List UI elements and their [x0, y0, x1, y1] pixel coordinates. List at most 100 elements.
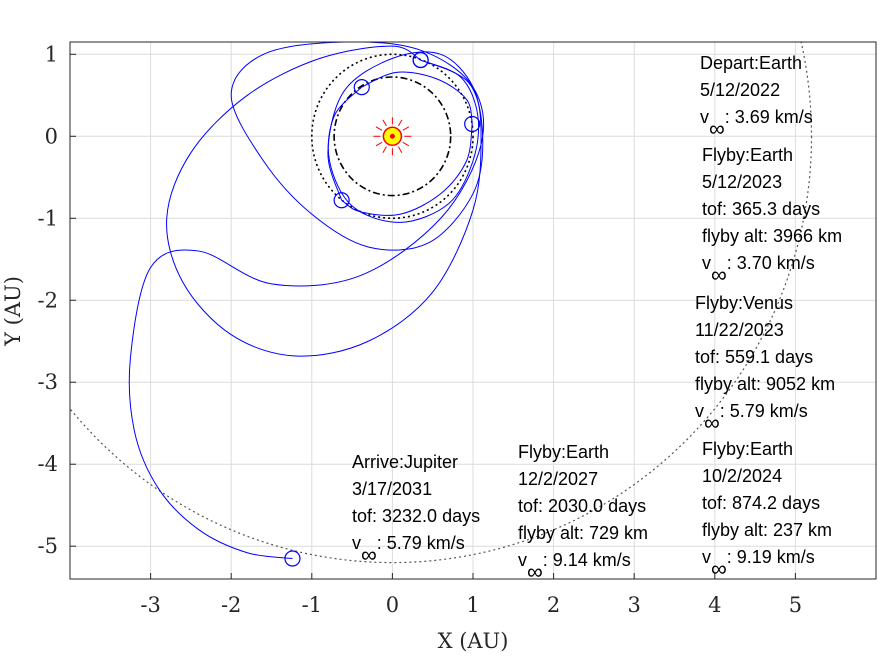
annotation-line: flyby alt: 9052 km: [695, 374, 835, 394]
encounter-point: [353, 78, 370, 96]
vinf-symbol: v: [702, 547, 711, 567]
vinf-symbol: v: [702, 253, 711, 273]
annotation-line: 3/17/2031: [352, 479, 432, 499]
annotation-line: Flyby:Earth: [518, 442, 609, 462]
vinf-subscript: ∞: [527, 559, 543, 584]
annotation-vinf: v∞: 3.69 km/s: [700, 107, 813, 141]
y-tick-label: 1: [45, 42, 58, 66]
annotation-line: Arrive:Jupiter: [352, 452, 458, 472]
encounter-points: [284, 51, 481, 567]
annotation-block: Flyby:Earth 10/2/2024 tof: 874.2 days flyby…: [702, 439, 832, 581]
sun-ray: [375, 141, 383, 147]
orbit-earth: [310, 53, 474, 220]
x-tick-label: -3: [140, 593, 160, 617]
x-tick-label: 0: [386, 593, 399, 617]
annotation-line: flyby alt: 237 km: [702, 520, 832, 540]
x-axis-label: X (AU): [438, 629, 509, 653]
annotation-line: tof: 3232.0 days: [352, 506, 480, 526]
annotation-line: 10/2/2024: [702, 466, 782, 486]
y-axis-label: Y (AU): [1, 276, 25, 347]
y-tick-label: -1: [38, 206, 58, 230]
annotation-line: Flyby:Venus: [695, 293, 793, 313]
y-tick-label: -2: [38, 288, 58, 312]
annotation-line: Flyby:Earth: [702, 439, 793, 459]
plot-area: [69, 41, 877, 580]
annotation-line: tof: 2030.0 days: [518, 496, 646, 516]
axes-box: [69, 41, 877, 580]
y-tick-label: -5: [38, 534, 58, 558]
vinf-value: : 9.14 km/s: [543, 550, 631, 570]
annotation-line: Depart:Earth: [700, 53, 802, 73]
annotation-block: Flyby:Earth 12/2/2027 tof: 2030.0 days flyb…: [518, 442, 648, 584]
sun-ray: [402, 126, 410, 131]
annotation-block: Flyby:Earth 5/12/2023 tof: 365.3 days flyby…: [702, 145, 842, 287]
vinf-symbol: v: [352, 533, 361, 553]
vinf-subscript: ∞: [711, 262, 727, 287]
encounter-point: [284, 550, 301, 567]
annotation-block: Arrive:Jupiter 3/17/2031 tof: 3232.0 days v…: [352, 452, 480, 567]
annotation-line: 11/22/2023: [695, 320, 784, 340]
vinf-subscript: ∞: [704, 410, 720, 435]
x-tick-labels: -3 -2 -1 0 1 2 3 4 5: [140, 593, 802, 617]
vinf-subscript: ∞: [709, 116, 725, 141]
annotation-vinf: v∞: 9.14 km/s: [518, 550, 631, 584]
annotation-line: flyby alt: 3966 km: [702, 226, 842, 246]
trajectory-leg: [166, 45, 482, 357]
annotation-vinf: v∞: 5.79 km/s: [352, 533, 465, 567]
vinf-value: : 3.69 km/s: [725, 107, 813, 127]
x-tick-label: 4: [708, 593, 721, 617]
x-tick-label: 3: [628, 593, 641, 617]
y-tick-label: -3: [38, 370, 58, 394]
annotation-line: flyby alt: 729 km: [518, 523, 648, 543]
annotation-line: tof: 365.3 days: [702, 199, 820, 219]
annotation-line: Flyby:Earth: [702, 145, 793, 165]
x-tick-label: 2: [547, 593, 560, 617]
encounter-point: [333, 192, 350, 209]
trajectory-legs: [128, 42, 485, 559]
encounter-point: [464, 115, 481, 133]
vinf-value: : 3.70 km/s: [727, 253, 815, 273]
y-tick-label: -4: [38, 452, 58, 476]
vinf-symbol: v: [700, 107, 709, 127]
annotation-vinf: v∞: 3.70 km/s: [702, 253, 815, 287]
vinf-subscript: ∞: [711, 556, 727, 581]
trajectory-leg: [341, 123, 473, 216]
annotation-vinf: v∞: 9.19 km/s: [702, 547, 815, 581]
x-tick-label: -2: [221, 593, 241, 617]
planet-orbits: [70, 42, 812, 564]
annotation-line: 12/2/2027: [518, 469, 598, 489]
sun-core: [389, 133, 395, 139]
vinf-value: : 9.19 km/s: [727, 547, 815, 567]
x-tick-label: -1: [302, 593, 322, 617]
sun-ray: [382, 119, 387, 127]
annotation-line: 5/12/2022: [700, 80, 780, 100]
sun-ray: [382, 146, 387, 153]
sun-ray: [375, 126, 383, 131]
annotation-line: tof: 559.1 days: [695, 347, 813, 367]
x-tick-label: 5: [789, 593, 802, 617]
sun-ray: [402, 141, 410, 147]
annotation-vinf: v∞: 5.79 km/s: [695, 401, 808, 435]
vinf-value: : 5.79 km/s: [377, 533, 465, 553]
orbit-jupiter: [70, 42, 812, 564]
orbit-venus: [333, 76, 452, 197]
vinf-symbol: v: [518, 550, 527, 570]
annotation-block: Depart:Earth 5/12/2022 v∞: 3.69 km/s: [700, 53, 813, 141]
vinf-subscript: ∞: [361, 542, 377, 567]
encounter-point: [412, 51, 429, 69]
sun-icon: [373, 117, 412, 156]
annotation-line: 5/12/2023: [702, 172, 782, 192]
vinf-symbol: v: [695, 401, 704, 421]
sun-ray: [397, 146, 403, 153]
x-tick-label: 1: [466, 593, 479, 617]
y-tick-labels: 1 0 -1 -2 -3 -4 -5: [38, 42, 58, 558]
y-tick-label: 0: [45, 124, 58, 148]
trajectory-leg: [361, 71, 473, 125]
annotation-block: Flyby:Venus 11/22/2023 tof: 559.1 days flyb…: [695, 293, 835, 435]
sun-ray: [397, 119, 403, 127]
trajectory-leg: [128, 42, 485, 559]
vinf-value: : 5.79 km/s: [720, 401, 808, 421]
annotation-line: tof: 874.2 days: [702, 493, 820, 513]
